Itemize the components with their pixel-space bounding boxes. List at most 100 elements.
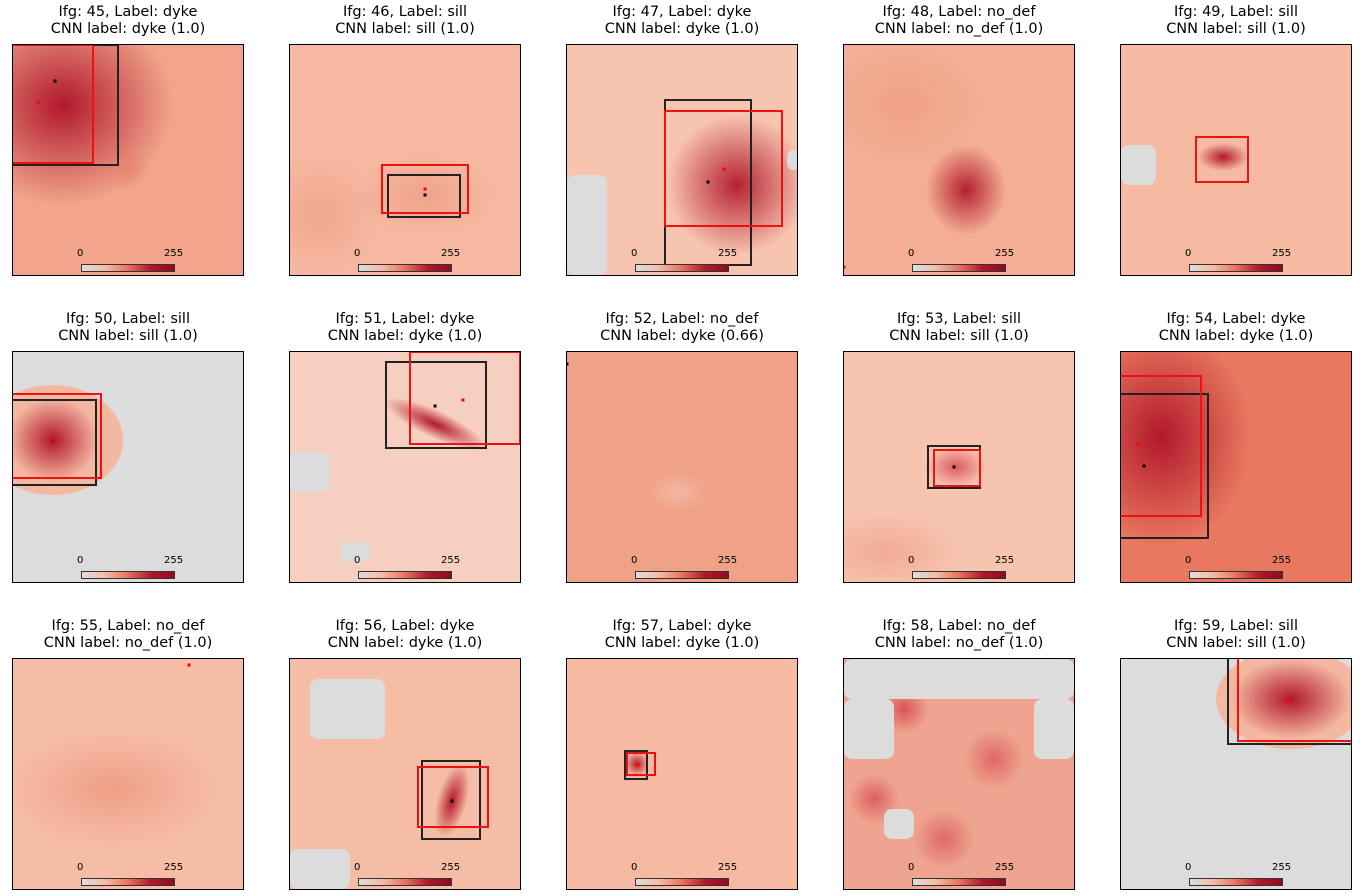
nodata-region <box>290 452 330 492</box>
interferogram-image: 0 255 <box>566 44 798 276</box>
label-bounding-box <box>387 174 461 218</box>
deformation-signal <box>964 729 1024 789</box>
interferogram-svg <box>13 659 243 889</box>
deformation-signal <box>844 512 964 582</box>
panel-ifg-45: Ifg: 45, Label: dyke CNN label: dyke (1.0… <box>12 4 244 276</box>
title-label: Ifg: 48, Label: no_def <box>882 4 1036 20</box>
colorbar <box>635 878 729 886</box>
colorbar-tick-max: 255 <box>995 248 1015 259</box>
deformation-signal <box>667 115 797 255</box>
interferogram-svg <box>290 659 520 889</box>
nodata-region <box>340 542 370 562</box>
label-bounding-box <box>421 760 481 840</box>
location-marker <box>1142 464 1146 468</box>
location-marker <box>187 663 191 667</box>
location-marker <box>706 180 710 184</box>
interferogram-image: 0 255 <box>289 658 521 890</box>
colorbar <box>912 571 1006 579</box>
title-label: Ifg: 58, Label: no_def <box>882 618 1036 634</box>
cnn-bounding-box <box>1237 659 1351 742</box>
location-marker <box>952 465 956 469</box>
colorbar-tick-max: 255 <box>441 248 461 259</box>
panel-title: Ifg: 59, Label: sill CNN label: sill (1.0… <box>1090 618 1360 652</box>
colorbar-tick-min: 0 <box>1185 555 1192 566</box>
colorbar-tick-max: 255 <box>164 555 184 566</box>
nodata-region <box>844 659 1074 699</box>
colorbar <box>635 571 729 579</box>
colorbar <box>358 571 452 579</box>
colorbar-tick-max: 255 <box>441 555 461 566</box>
interferogram-svg <box>844 659 1074 889</box>
title-label: Ifg: 54, Label: dyke <box>1166 311 1306 327</box>
cnn-bounding-box <box>13 45 94 164</box>
deformation-signal <box>647 472 707 512</box>
label-bounding-box <box>13 45 119 166</box>
location-marker <box>1285 699 1289 703</box>
panel-ifg-46: Ifg: 46, Label: sill CNN label: sill (1.0… <box>289 4 521 276</box>
panel-ifg-57: Ifg: 57, Label: dyke CNN label: dyke (1.0… <box>566 618 798 890</box>
location-marker <box>567 362 569 366</box>
title-cnn-label: CNN label: sill (1.0) <box>1166 21 1306 37</box>
interferogram-image: 0 255 <box>12 351 244 583</box>
cnn-bounding-box <box>409 352 520 445</box>
title-cnn-label: CNN label: dyke (1.0) <box>604 635 760 651</box>
title-cnn-label: CNN label: dyke (1.0) <box>50 21 206 37</box>
title-label: Ifg: 46, Label: sill <box>342 4 467 20</box>
title-label: Ifg: 56, Label: dyke <box>335 618 475 634</box>
location-marker <box>53 79 57 83</box>
deformation-signal <box>13 398 98 482</box>
colorbar-tick-min: 0 <box>908 248 915 259</box>
interferogram-image: 0 255 <box>566 658 798 890</box>
interferogram-image: 0 255 <box>12 44 244 276</box>
nodata-region <box>290 849 350 889</box>
colorbar-tick-max: 255 <box>1272 248 1292 259</box>
title-label: Ifg: 55, Label: no_def <box>51 618 205 634</box>
label-bounding-box <box>624 750 648 780</box>
panel-title: Ifg: 52, Label: no_def CNN label: dyke (0… <box>536 311 828 345</box>
title-cnn-label: CNN label: sill (1.0) <box>889 328 1029 344</box>
panel-title: Ifg: 53, Label: sill CNN label: sill (1.0… <box>813 311 1105 345</box>
colorbar-tick-min: 0 <box>354 862 361 873</box>
colorbar-tick-min: 0 <box>77 248 84 259</box>
colorbar-tick-max: 255 <box>1272 555 1292 566</box>
nodata-region <box>1121 145 1156 185</box>
panel-ifg-52: Ifg: 52, Label: no_def CNN label: dyke (0… <box>566 311 798 583</box>
colorbar-tick-max: 255 <box>718 248 738 259</box>
title-cnn-label: CNN label: no_def (1.0) <box>43 635 213 651</box>
deformation-signal <box>1226 422 1276 472</box>
interferogram-image: 0 255 <box>289 44 521 276</box>
title-cnn-label: CNN label: no_def (1.0) <box>874 635 1044 651</box>
title-label: Ifg: 50, Label: sill <box>65 311 190 327</box>
interferogram-svg <box>13 352 243 582</box>
colorbar <box>1189 264 1283 272</box>
interferogram-image: 0 255 <box>289 351 521 583</box>
title-label: Ifg: 57, Label: dyke <box>612 618 752 634</box>
colorbar-tick-min: 0 <box>354 248 361 259</box>
panel-ifg-58: Ifg: 58, Label: no_def CNN label: no_def … <box>843 618 1075 890</box>
deformation-signal <box>106 148 150 192</box>
deformation-signal <box>1121 352 1251 547</box>
location-marker <box>636 763 640 767</box>
cnn-bounding-box <box>417 766 489 828</box>
panel-title: Ifg: 46, Label: sill CNN label: sill (1.0… <box>259 4 551 38</box>
colorbar-tick-max: 255 <box>718 862 738 873</box>
panel-title: Ifg: 49, Label: sill CNN label: sill (1.0… <box>1090 4 1360 38</box>
cnn-bounding-box <box>933 449 981 487</box>
interferogram-svg <box>1121 659 1351 889</box>
colorbar-tick-max: 255 <box>164 862 184 873</box>
panel-title: Ifg: 45, Label: dyke CNN label: dyke (1.0… <box>0 4 274 38</box>
colorbar-tick-max: 255 <box>164 248 184 259</box>
interferogram-image: 0 255 <box>1120 351 1352 583</box>
colorbar-tick-min: 0 <box>908 555 915 566</box>
location-marker <box>433 404 437 408</box>
label-bounding-box <box>1227 659 1351 745</box>
interferogram-svg <box>13 45 243 275</box>
panel-title: Ifg: 56, Label: dyke CNN label: dyke (1.0… <box>259 618 551 652</box>
interferogram-svg <box>844 352 1074 582</box>
panel-ifg-47: Ifg: 47, Label: dyke CNN label: dyke (1.0… <box>566 4 798 276</box>
location-marker <box>1136 442 1140 446</box>
cnn-bounding-box <box>664 110 783 227</box>
deformation-signal <box>1198 143 1248 171</box>
title-label: Ifg: 52, Label: no_def <box>605 311 759 327</box>
title-cnn-label: CNN label: dyke (1.0) <box>327 328 483 344</box>
